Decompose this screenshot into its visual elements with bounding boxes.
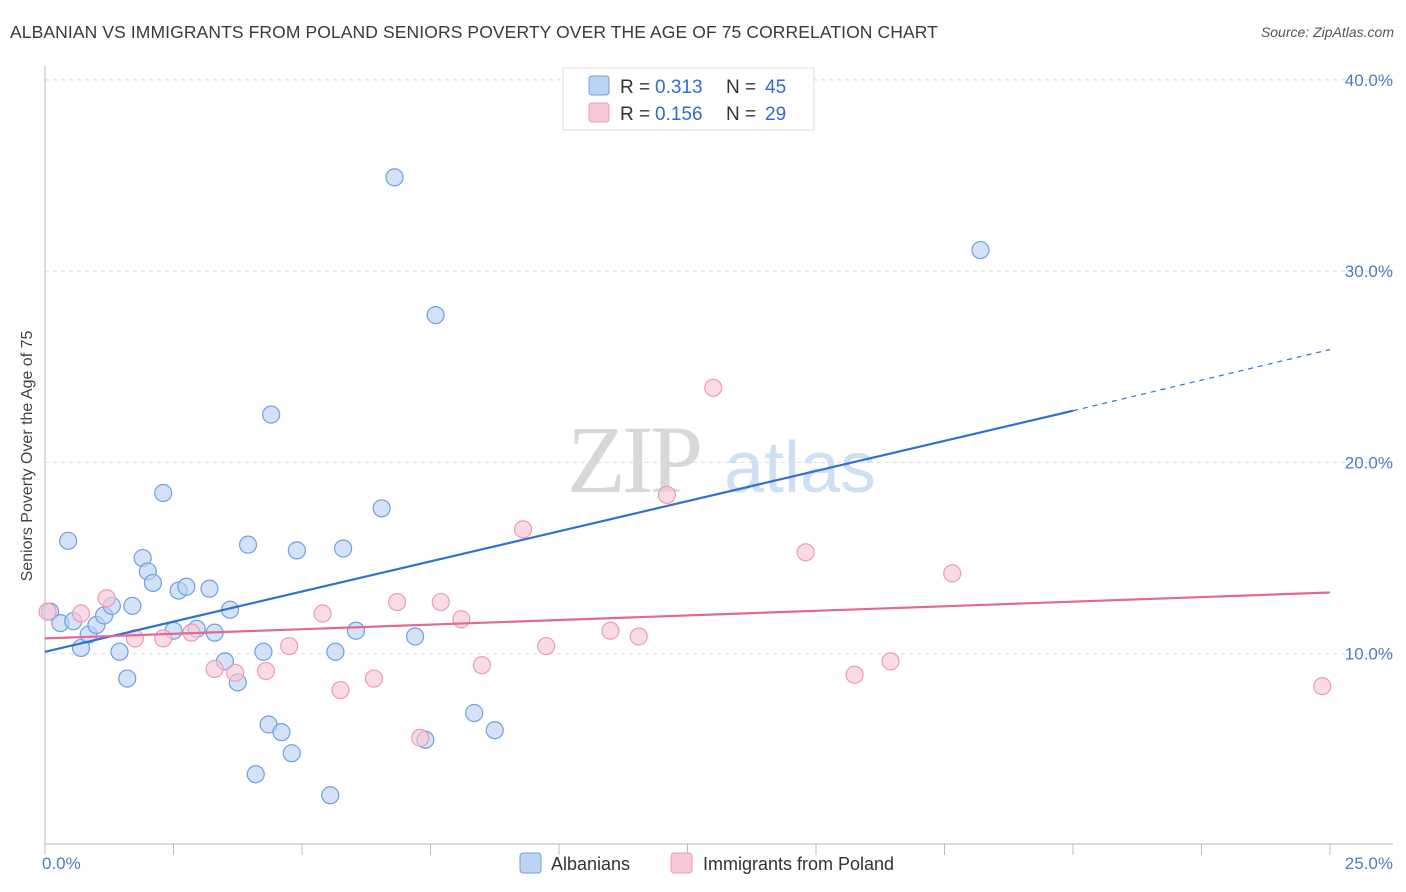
point-poland-17: [472, 656, 491, 675]
point-albanians-27: [254, 642, 273, 661]
point-poland-16: [452, 610, 471, 629]
bottom-legend-albanians: Albanians: [551, 854, 630, 874]
point-albanians-14: [143, 573, 163, 593]
gridlines: [45, 79, 1393, 655]
y-tick-label-0: 10.0%: [1345, 645, 1393, 664]
point-albanians-38: [385, 168, 404, 187]
bottom-legend-swatch-albanians: [519, 852, 542, 874]
top-legend: R = 0.313 N = 45 R = 0.156 N = 29: [562, 67, 815, 131]
point-poland-6: [205, 659, 224, 679]
point-albanians-11: [123, 596, 142, 615]
y-tick-label-1: 20.0%: [1345, 453, 1393, 472]
series-immigrants-from-poland: [38, 378, 1332, 747]
point-poland-14: [411, 728, 430, 747]
point-albanians-43: [485, 721, 504, 740]
point-poland-2: [97, 589, 116, 608]
x-tick-label-0: 0.0%: [42, 854, 81, 873]
legend-n-value-1: 45: [765, 77, 786, 98]
point-poland-15: [431, 592, 450, 612]
point-albanians-18: [177, 577, 196, 596]
point-poland-20: [601, 621, 620, 640]
point-albanians-2: [59, 531, 78, 550]
legend-n-label-1: N =: [726, 77, 756, 98]
bottom-legend-swatch-poland: [670, 852, 693, 874]
point-poland-11: [331, 680, 350, 700]
legend-r-label-1: R =: [620, 77, 650, 98]
point-poland-12: [364, 669, 384, 688]
point-albanians-35: [334, 539, 353, 558]
point-albanians-29: [262, 405, 281, 424]
bottom-legend-poland: Immigrants from Poland: [703, 854, 894, 874]
point-poland-26: [881, 652, 900, 671]
legend-r-value-2: 0.156: [655, 104, 703, 125]
point-poland-21: [629, 627, 648, 646]
trend-line-albanians: [44, 409, 1074, 653]
point-albanians-44: [971, 240, 990, 260]
point-albanians-34: [326, 642, 345, 661]
point-poland-19: [537, 636, 556, 656]
point-poland-18: [513, 520, 533, 539]
legend-r-value-1: 0.313: [655, 77, 703, 98]
watermark-zip: ZIP: [567, 406, 700, 513]
legend-n-label-2: N =: [726, 104, 756, 125]
point-albanians-41: [426, 305, 445, 325]
point-albanians-39: [405, 627, 425, 646]
y-tick-label-3: 40.0%: [1345, 71, 1393, 90]
trend-line-extension-albanians: [1072, 348, 1331, 412]
point-albanians-37: [372, 499, 391, 518]
point-poland-27: [943, 564, 962, 583]
point-albanians-26: [246, 765, 265, 784]
point-albanians-33: [321, 786, 340, 805]
chart-title: ALBANIAN VS IMMIGRANTS FROM POLAND SENIO…: [10, 22, 938, 42]
point-poland-4: [154, 629, 173, 648]
point-poland-7: [226, 663, 245, 682]
point-albanians-10: [118, 669, 137, 688]
point-poland-8: [256, 661, 276, 681]
point-albanians-42: [465, 703, 484, 723]
point-albanians-9: [110, 642, 129, 661]
point-poland-1: [71, 604, 91, 623]
point-albanians-20: [200, 579, 219, 598]
point-albanians-32: [287, 541, 306, 560]
legend-r-label-2: R =: [620, 104, 650, 125]
legend-swatch-poland: [588, 102, 610, 123]
legend-swatch-albanians: [588, 75, 610, 96]
axes: [44, 66, 1393, 855]
bottom-legend: Albanians Immigrants from Poland: [519, 852, 894, 874]
trend-lines: [44, 348, 1331, 653]
point-poland-0: [38, 602, 57, 621]
x-tick-label-1: 25.0%: [1345, 854, 1393, 873]
point-poland-22: [657, 485, 677, 505]
point-poland-10: [313, 604, 332, 623]
source-label: Source: ZipAtlas.com: [1260, 24, 1394, 40]
point-albanians-31: [282, 744, 301, 763]
tick-labels: 10.0% 20.0% 30.0% 40.0% 0.0% 25.0%: [42, 71, 1393, 873]
point-poland-28: [1313, 677, 1332, 696]
legend-n-value-2: 29: [765, 104, 786, 125]
point-albanians-36: [346, 621, 366, 640]
point-poland-24: [796, 543, 815, 562]
point-albanians-30: [272, 723, 291, 742]
point-poland-13: [387, 592, 407, 612]
y-tick-label-2: 30.0%: [1345, 262, 1393, 281]
point-albanians-15: [154, 483, 173, 503]
point-poland-9: [280, 636, 299, 656]
watermark: ZIP atlas: [567, 406, 876, 513]
point-poland-23: [704, 378, 723, 397]
point-poland-25: [845, 665, 864, 684]
trend-line-poland: [44, 591, 1331, 640]
watermark-atlas: atlas: [724, 428, 876, 508]
point-albanians-25: [238, 535, 258, 554]
